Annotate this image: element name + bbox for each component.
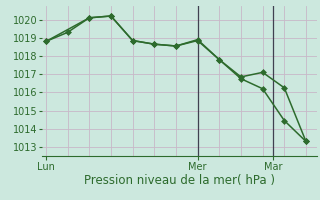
X-axis label: Pression niveau de la mer( hPa ): Pression niveau de la mer( hPa )	[84, 174, 275, 187]
